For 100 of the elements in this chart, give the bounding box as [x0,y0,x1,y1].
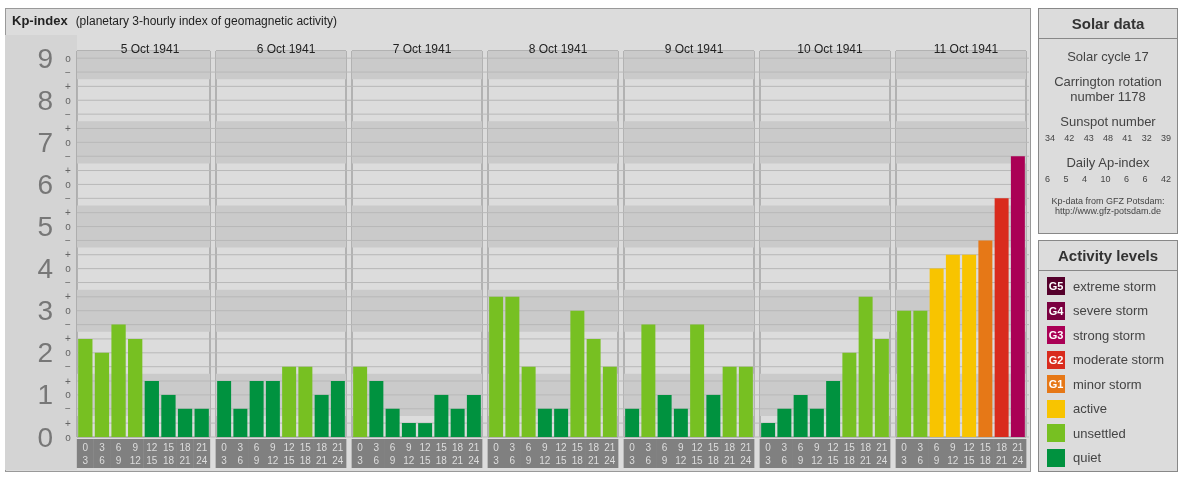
text: + [65,165,72,177]
text: 6 5 4 10 6 6 42 [1045,174,1171,184]
category-label: unsettled [1073,425,1126,441]
x-tick-label: 21 24 [876,442,888,466]
x-axis-title: 11 Oct 1941 [933,42,999,56]
x-axis-title: 6 Oct 1941 [256,42,316,56]
text: o [65,389,72,401]
bar [570,310,585,437]
bar [945,254,960,437]
text: o [65,52,72,64]
x-tick-label: 3 6 [373,442,380,466]
x-tick-label: 12 15 [827,442,840,466]
text: − [65,361,72,373]
x-tick-label: 6 9 [797,442,804,466]
x-tick-label: 9 12 [403,442,415,466]
level-swatch: G1 [1047,375,1065,394]
bar [314,394,329,437]
bar [330,381,345,437]
text: Solar data [1039,9,1177,39]
y-tick-label: 6 [37,168,53,200]
bar [826,381,841,437]
bar [418,423,433,437]
y-tick-label: 1 [37,379,53,411]
category-label: severe storm [1073,303,1149,319]
category-label: active [1073,401,1107,417]
level-swatch: G2 [1047,350,1065,369]
x-tick-label: 6 9 [525,442,532,466]
bar [450,408,465,437]
x-tick-label: 9 12 [267,442,279,466]
text: o [65,94,72,106]
y-tick-label: 2 [37,337,53,369]
category-label: extreme storm [1073,278,1157,294]
text: − [65,403,72,415]
text: 34 42 43 48 41 32 39 [1045,133,1171,143]
x-tick-label: 15 18 [979,442,992,466]
x-tick-label: 9 12 [811,442,823,466]
category-label: moderate storm [1073,352,1165,368]
x-tick-label: 0 3 [493,442,500,466]
x-tick-label: 18 21 [860,442,872,466]
category-label: minor storm [1073,376,1142,392]
bar [586,338,601,437]
x-tick-label: 9 12 [129,442,142,466]
x-tick-label: 15 18 [162,442,175,466]
x-tick-label: 18 21 [179,442,192,466]
y-tick-label: 3 [37,295,53,327]
x-tick-label: 0 3 [82,442,89,466]
x-tick-label: 18 21 [588,442,600,466]
x-tick-label: 9 12 [539,442,551,466]
x-tick-label: 15 18 [571,442,584,466]
text: Daily Ap-index [1065,155,1151,170]
x-tick-label: 15 18 [299,442,312,466]
bar [673,408,688,437]
y-tick-label: 0 [37,421,53,453]
text: Solar cycle 17 [1066,49,1150,64]
text: Sunspot number [1059,114,1157,129]
x-tick-label: 21 24 [332,442,344,466]
x-axis-title: 9 Oct 1941 [664,42,724,56]
bar [962,254,977,437]
x-tick-label: 3 6 [917,442,924,466]
text: + [65,375,72,387]
x-axis-title: 7 Oct 1941 [392,42,452,56]
text: − [65,150,72,162]
bar [554,408,569,437]
text: + [65,333,72,345]
bar [401,423,416,437]
x-tick-label: 9 12 [947,442,959,466]
x-tick-label: 12 15 [555,442,568,466]
text: − [65,319,72,331]
y-tick-label: 7 [37,126,53,158]
bar [194,408,209,437]
text: − [65,108,72,120]
text: − [65,277,72,289]
x-tick-label: 12 15 [691,442,704,466]
text: o [65,263,72,275]
text: + [65,249,72,261]
level-swatch: G3 [1047,326,1065,345]
text: o [65,431,72,443]
x-tick-label: 21 24 [1012,442,1024,466]
text: + [65,291,72,303]
bar [298,366,313,437]
chart-subtitle: (planetary 3-hourly index of geomagnetic activity) [75,14,338,28]
x-tick-label: 9 12 [675,442,687,466]
text: + [65,80,72,92]
x-axis-title: 10 Oct 1941 [797,42,864,56]
bar [722,366,737,437]
y-tick-label: 4 [37,253,53,285]
bar [994,198,1009,437]
bar [706,394,721,437]
x-tick-label: 15 18 [707,442,720,466]
text: − [65,192,72,204]
x-tick-label: 6 9 [115,442,122,466]
text: o [65,178,72,190]
bar [809,408,824,437]
bar [858,296,873,437]
y-tick-label: 8 [37,84,53,116]
bar [842,352,857,437]
x-tick-label: 0 3 [629,442,636,466]
x-tick-label: 6 9 [389,442,396,466]
text: + [65,417,72,429]
bar [466,394,481,437]
